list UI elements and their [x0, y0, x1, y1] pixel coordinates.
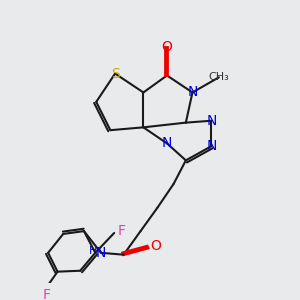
Text: F: F — [42, 288, 50, 300]
Text: O: O — [161, 40, 172, 54]
Text: N: N — [206, 114, 217, 128]
Text: H: H — [89, 246, 98, 256]
Text: CH₃: CH₃ — [208, 72, 229, 82]
Text: N: N — [206, 139, 217, 153]
Text: F: F — [118, 224, 126, 238]
Text: N: N — [162, 136, 172, 150]
Text: N: N — [96, 246, 106, 260]
Text: S: S — [111, 67, 119, 81]
Text: N: N — [187, 85, 198, 99]
Text: O: O — [150, 239, 161, 253]
